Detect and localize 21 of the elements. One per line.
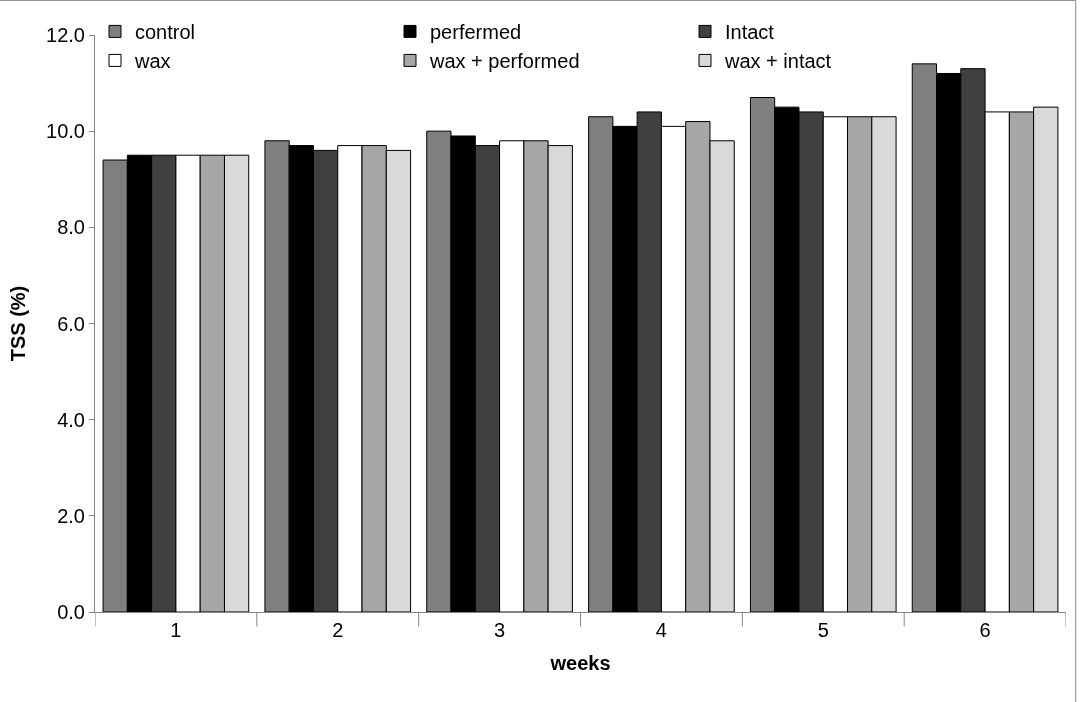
legend-label: wax	[134, 50, 171, 73]
y-tick-label: 8.0	[57, 216, 85, 239]
legend-label: control	[135, 21, 196, 44]
x-tick-label: 6	[979, 619, 991, 641]
legend-label: perfermed	[430, 21, 522, 44]
legend-label: wax + intact	[724, 50, 832, 73]
legend-label: wax + performed	[429, 50, 580, 73]
y-axis-title: TSS (%)	[6, 285, 29, 362]
y-tick-label: 6.0	[57, 312, 85, 335]
x-tick-label: 5	[817, 619, 829, 641]
x-tick-label: 1	[170, 619, 182, 641]
x-tick-label: 2	[332, 619, 344, 641]
y-tick-label: 2.0	[57, 504, 85, 527]
x-axis-title: weeks	[549, 651, 611, 674]
y-tick-label: 10.0	[46, 120, 85, 143]
y-tick-label: 4.0	[57, 408, 85, 431]
legend-label: Intact	[725, 21, 775, 44]
x-tick-label: 3	[494, 619, 506, 641]
y-tick-label: 12.0	[46, 24, 85, 46]
y-tick-label: 0.0	[57, 601, 85, 623]
x-tick-label: 4	[655, 619, 667, 641]
